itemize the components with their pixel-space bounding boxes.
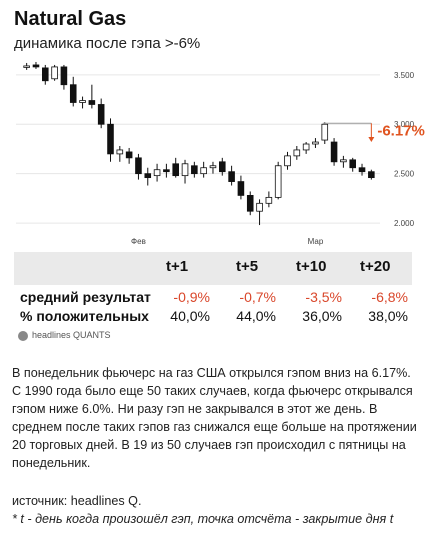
candle-body: [219, 161, 226, 173]
cell-value: 36,0%: [302, 308, 342, 324]
source-text: источник: headlines Q.: [12, 494, 142, 508]
candle-body: [107, 123, 114, 155]
row-label: средний результат: [20, 289, 151, 305]
candle-body: [330, 141, 338, 163]
cell-value: -0,7%: [239, 289, 276, 305]
cell-value: 44,0%: [236, 308, 276, 324]
candle-body: [181, 163, 189, 177]
candle-body: [312, 141, 319, 145]
candle-body: [163, 169, 170, 173]
col-header-t1: t+1: [166, 258, 189, 275]
cell-value: -3,5%: [305, 289, 342, 305]
brand-logo-icon: [18, 330, 28, 341]
candle-body: [302, 143, 310, 151]
y-tick-label: 3.500: [394, 71, 415, 80]
candle-body: [284, 155, 291, 167]
candle-body: [274, 165, 282, 198]
candle-body: [51, 66, 58, 80]
y-tick-label: 3.000: [394, 120, 415, 129]
candle-body: [246, 195, 254, 212]
candle-body: [293, 149, 301, 157]
chart-subtitle: динамика после гэпа >-6%: [14, 35, 201, 52]
candle-body: [88, 100, 96, 105]
candle-body: [191, 165, 198, 175]
x-tick-label: Мар: [308, 237, 324, 246]
cell-value: 40,0%: [170, 308, 210, 324]
candle-body: [265, 196, 273, 204]
row-label: % положительных: [20, 308, 149, 324]
chart-title: Natural Gas: [14, 8, 127, 30]
description-text: В понедельник фьючерс на газ США открылс…: [12, 366, 417, 470]
candle-body: [200, 167, 207, 175]
candle-body: [97, 104, 105, 125]
candle-body: [135, 157, 142, 175]
candle-body: [116, 149, 124, 155]
col-header-t20: t+20: [360, 258, 391, 275]
cell-value: -0,9%: [173, 289, 210, 305]
gap-arrow-head: [368, 137, 375, 143]
candle-body: [340, 159, 347, 163]
candle-body: [172, 163, 179, 177]
cell-value: 38,0%: [368, 308, 408, 324]
candle-body: [209, 165, 217, 169]
x-tick-label: Фев: [131, 237, 146, 246]
col-header-t10: t+10: [296, 258, 327, 275]
candle-body: [79, 100, 86, 103]
y-tick-label: 2.500: [394, 170, 415, 179]
chart-card: Natural Gas динамика после гэпа >-6% 3.5…: [14, 8, 426, 341]
candle-body: [32, 64, 40, 68]
candle-body: [321, 123, 329, 141]
gap-annotation-label: -6.17%: [377, 122, 425, 139]
candle-body: [60, 66, 68, 86]
cell-value: -6,8%: [371, 289, 408, 305]
candle-body: [69, 84, 77, 103]
chart-svg: 3.500 3.000 2.500 2.000 Фев Мар -6.17%: [16, 61, 425, 246]
table-row-positive: % положительных 40,0% 44,0% 36,0% 38,0%: [14, 308, 412, 328]
candlestick-chart: 3.500 3.000 2.500 2.000 Фев Мар -6.17%: [14, 58, 426, 250]
candle-body: [42, 67, 49, 82]
candle-body: [256, 202, 263, 212]
brand-watermark: headlines QUANTS: [18, 330, 111, 341]
candle-body: [358, 167, 366, 173]
brand-label: headlines QUANTS: [32, 330, 111, 340]
stats-table-header: t+1 t+5 t+10 t+20: [14, 252, 412, 285]
candle-body: [153, 169, 161, 177]
candle-body: [23, 65, 30, 68]
footnote-text: * t - день когда произошёл гэп, точка от…: [12, 512, 394, 526]
candle-body: [368, 171, 375, 179]
y-tick-label: 2.000: [394, 219, 415, 228]
candle-body: [349, 159, 356, 169]
candle-body: [237, 181, 245, 196]
candle-body: [125, 151, 133, 159]
candle-body: [228, 171, 235, 182]
col-header-t5: t+5: [236, 258, 259, 275]
candle-body: [144, 173, 152, 179]
table-row-mean: средний результат -0,9% -0,7% -3,5% -6,8…: [14, 289, 412, 309]
